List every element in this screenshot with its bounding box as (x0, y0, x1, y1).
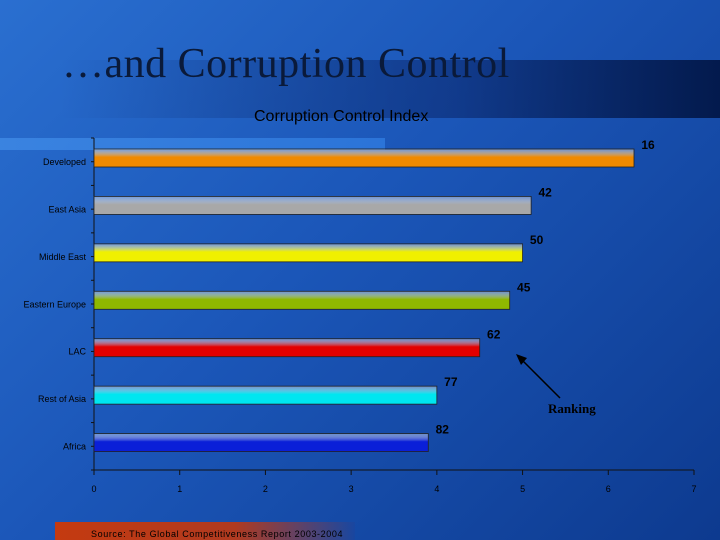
category-label: Developed (43, 157, 86, 167)
ranking-label: 82 (436, 423, 450, 437)
ranking-label: 42 (538, 185, 552, 199)
x-tick-label: 1 (177, 484, 182, 494)
x-tick-label: 6 (606, 484, 611, 494)
category-label: Rest of Asia (38, 394, 86, 404)
bar (93, 196, 532, 215)
chart-title: Corruption Control Index (254, 108, 429, 125)
bar (93, 433, 429, 452)
accent-band (0, 138, 385, 150)
ranking-annotation: Ranking (548, 401, 596, 416)
category-label: Middle East (39, 252, 87, 262)
title-band (60, 60, 720, 118)
category-label: Africa (63, 442, 86, 452)
bar (93, 148, 635, 168)
footer-band (55, 522, 355, 540)
ranking-label: 16 (641, 138, 655, 152)
category-label: LAC (68, 347, 86, 357)
bar (93, 290, 511, 310)
x-tick-label: 3 (349, 484, 354, 494)
category-label: Eastern Europe (23, 299, 86, 309)
ranking-label: 45 (517, 280, 531, 294)
x-tick-label: 2 (263, 484, 268, 494)
x-tick-label: 0 (91, 484, 96, 494)
x-tick-label: 7 (691, 484, 696, 494)
source-note: Source: The Global Competitiveness Repor… (91, 529, 344, 539)
category-label: East Asia (48, 204, 86, 214)
ranking-arrow (520, 358, 561, 399)
ranking-arrowhead (516, 354, 527, 365)
ranking-label: 77 (444, 375, 458, 389)
slide-title: …and Corruption Control (62, 41, 510, 87)
bar (93, 243, 523, 263)
ranking-label: 62 (487, 328, 501, 342)
bar (93, 338, 481, 358)
ranking-label: 50 (530, 233, 544, 247)
bar (93, 385, 438, 405)
x-tick-label: 5 (520, 484, 525, 494)
x-tick-label: 4 (434, 484, 439, 494)
